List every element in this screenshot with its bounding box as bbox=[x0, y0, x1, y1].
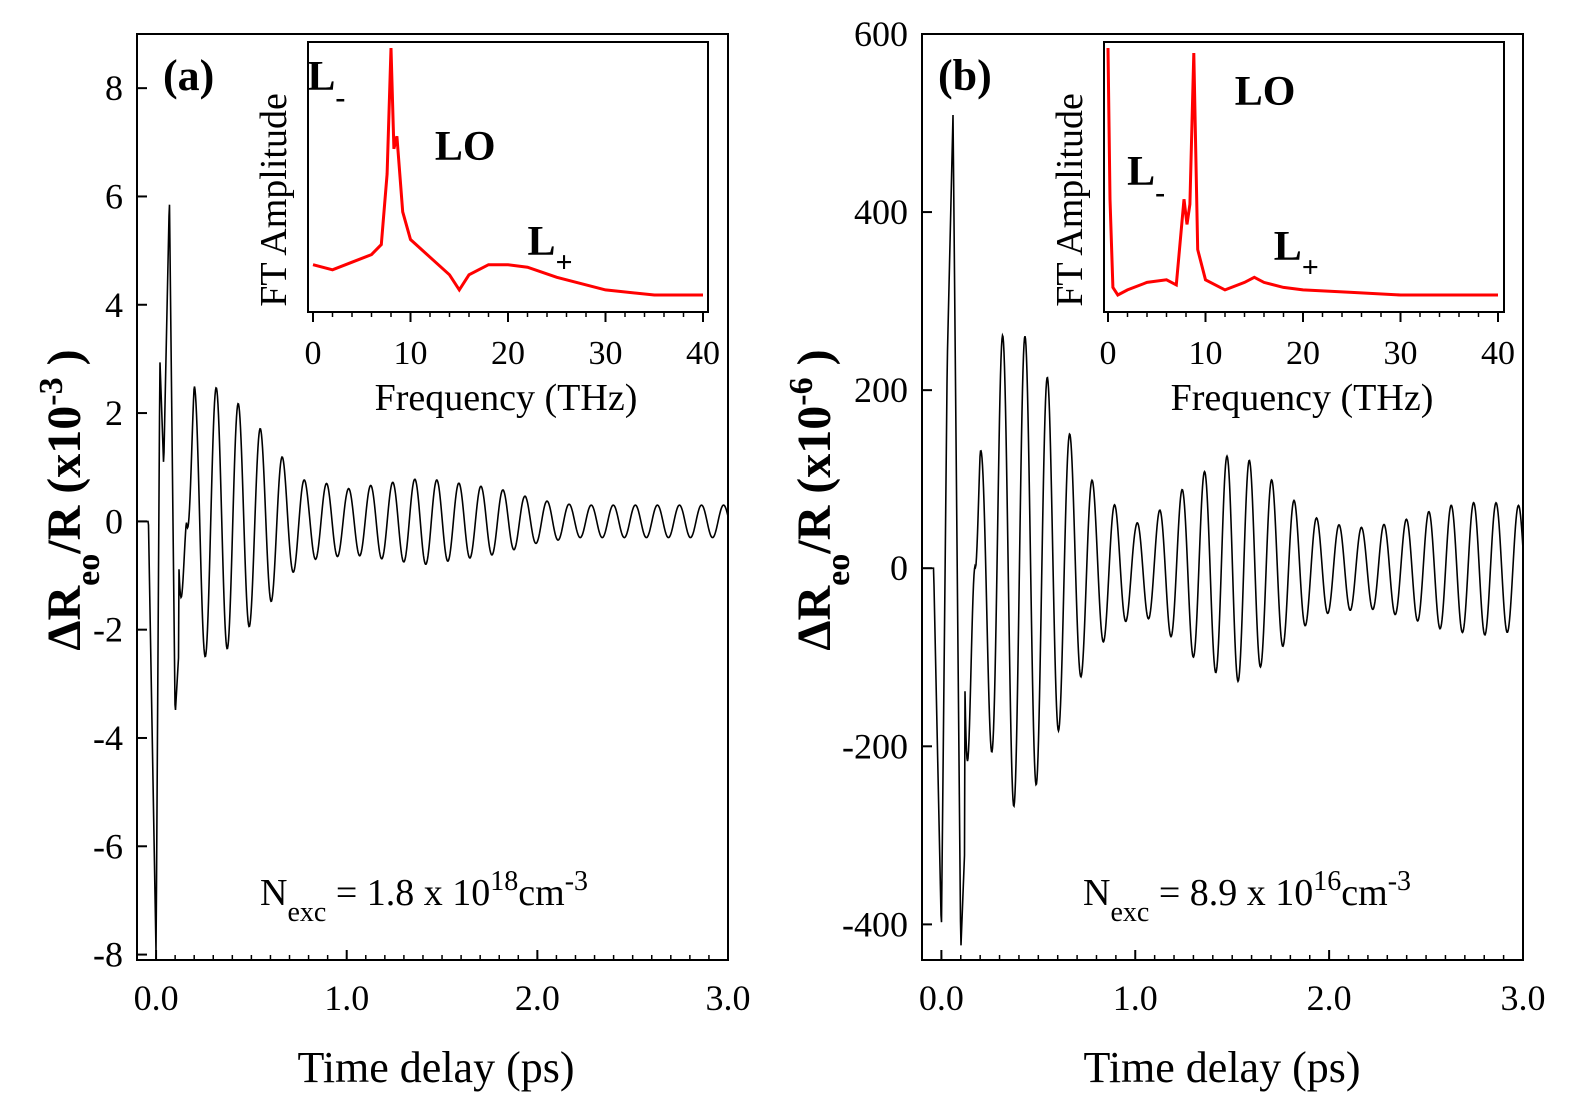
panel-b-x-axis-title: Time delay (ps) bbox=[1083, 1043, 1360, 1092]
panel-a: -8 -6 -4 -2 0 2 4 6 8 0.0 1.0 2.0 3.0 (a) Time delay… bbox=[33, 33, 751, 1092]
inset-x-tick-label: 40 bbox=[1481, 335, 1515, 372]
panel-b-inset-peak-labels: L- LO L+ bbox=[1127, 69, 1319, 284]
inset-peak-label: LO bbox=[1235, 69, 1296, 115]
panel-b-y-axis-title: ΔReo/R (x10-6 ) bbox=[783, 349, 857, 650]
x-tick-label: 2.0 bbox=[515, 978, 560, 1018]
panel-b-y-title-delta: ΔR bbox=[788, 584, 841, 650]
panel-b-inset-x-title: Frequency (THz) bbox=[1171, 377, 1434, 419]
panel-b-excitation-density: Nexc = 8.9 x 1016cm-3 bbox=[1083, 866, 1411, 928]
y-tick-label: 0 bbox=[105, 501, 123, 541]
panel-a-inset-x-title: Frequency (THz) bbox=[375, 377, 638, 419]
y-tick-label: 4 bbox=[105, 285, 123, 325]
panel-a-time-trace bbox=[137, 204, 729, 951]
panel-b-inset: 0 10 20 30 40 Frequency (THz) FT Amplitude L… bbox=[1049, 41, 1515, 419]
panel-b-inset-frame bbox=[1103, 41, 1505, 313]
x-tick-label: 3.0 bbox=[1501, 978, 1546, 1018]
panel-b-inset-spectrum bbox=[1106, 47, 1498, 297]
panel-a-inset-peak-labels: L- LO L+ bbox=[307, 54, 572, 279]
inset-x-tick-label: 10 bbox=[394, 335, 428, 372]
inset-x-tick-label: 30 bbox=[1384, 335, 1418, 372]
panel-b-inset-ticks: 0 10 20 30 40 bbox=[1100, 312, 1515, 372]
x-tick-label: 1.0 bbox=[1113, 978, 1158, 1018]
inset-x-tick-label: 20 bbox=[1286, 335, 1320, 372]
y-tick-label: 8 bbox=[105, 68, 123, 108]
inset-peak-label: L+ bbox=[528, 219, 573, 279]
x-tick-label: 0.0 bbox=[919, 978, 964, 1018]
panel-a-x-axis-title: Time delay (ps) bbox=[297, 1043, 574, 1092]
x-tick-label: 3.0 bbox=[706, 978, 751, 1018]
panel-b-plot-frame bbox=[921, 33, 1524, 961]
panel-b-y-title-exp: -6 bbox=[783, 377, 820, 405]
inset-x-tick-label: 0 bbox=[305, 335, 322, 372]
panel-a-inset-spectrum bbox=[312, 47, 703, 297]
y-tick-label: 600 bbox=[854, 14, 908, 54]
inset-x-tick-label: 20 bbox=[491, 335, 525, 372]
panel-a-label: (a) bbox=[163, 51, 214, 100]
panel-a-inset-frame bbox=[307, 41, 709, 313]
panel-a-inset-y-title: FT Amplitude bbox=[253, 93, 295, 307]
x-tick-label: 2.0 bbox=[1307, 978, 1352, 1018]
panel-b-y-title-close: ) bbox=[788, 349, 841, 377]
inset-x-tick-label: 10 bbox=[1189, 335, 1223, 372]
panel-a-y-title-close: ) bbox=[38, 349, 91, 377]
y-tick-label: 6 bbox=[105, 176, 123, 216]
panel-a-y-title-exp: -3 bbox=[33, 377, 70, 405]
y-tick-label: 2 bbox=[105, 393, 123, 433]
inset-peak-label: L- bbox=[1127, 149, 1165, 209]
panel-a-y-axis-title: ΔReo/R (x10-3 ) bbox=[33, 349, 107, 650]
x-tick-label: 1.0 bbox=[324, 978, 369, 1018]
y-tick-label: 200 bbox=[854, 370, 908, 410]
panel-b-y-title-rest: /R (x10 bbox=[788, 406, 841, 555]
x-tick-label: 0.0 bbox=[134, 978, 179, 1018]
panel-b-label: (b) bbox=[938, 51, 992, 100]
inset-x-tick-label: 0 bbox=[1100, 335, 1117, 372]
y-tick-label: 400 bbox=[854, 192, 908, 232]
panel-a-plot-frame bbox=[136, 33, 729, 961]
panel-a-ticks: -8 -6 -4 -2 0 2 4 6 8 0.0 1.0 2.0 3.0 bbox=[93, 68, 751, 1018]
inset-x-tick-label: 40 bbox=[686, 335, 720, 372]
y-tick-label: -2 bbox=[93, 610, 123, 650]
y-tick-label: -8 bbox=[93, 935, 123, 975]
panel-a-inset: 0 10 20 30 40 Frequency (THz) FT Amplitude L… bbox=[253, 41, 720, 419]
panel-a-excitation-density: Nexc = 1.8 x 1018cm-3 bbox=[260, 866, 588, 928]
panel-a-y-title-rest: /R (x10 bbox=[38, 406, 91, 555]
y-tick-label: -200 bbox=[842, 726, 908, 766]
panel-b-inset-y-title: FT Amplitude bbox=[1049, 93, 1091, 307]
inset-peak-label: L+ bbox=[1274, 224, 1319, 284]
panel-b-y-title-sub: eo bbox=[820, 554, 857, 586]
inset-x-tick-label: 30 bbox=[589, 335, 623, 372]
panel-b-time-trace bbox=[922, 114, 1524, 946]
panel-a-y-title-sub: eo bbox=[70, 554, 107, 586]
inset-peak-label: LO bbox=[435, 124, 496, 170]
y-tick-label: 0 bbox=[890, 548, 908, 588]
panel-a-inset-ticks: 0 10 20 30 40 bbox=[305, 312, 720, 372]
y-tick-label: -400 bbox=[842, 904, 908, 944]
y-tick-label: -4 bbox=[93, 718, 123, 758]
panel-a-y-title-delta: ΔR bbox=[38, 584, 91, 650]
y-tick-label: -6 bbox=[93, 826, 123, 866]
inset-peak-label: L- bbox=[307, 54, 345, 114]
